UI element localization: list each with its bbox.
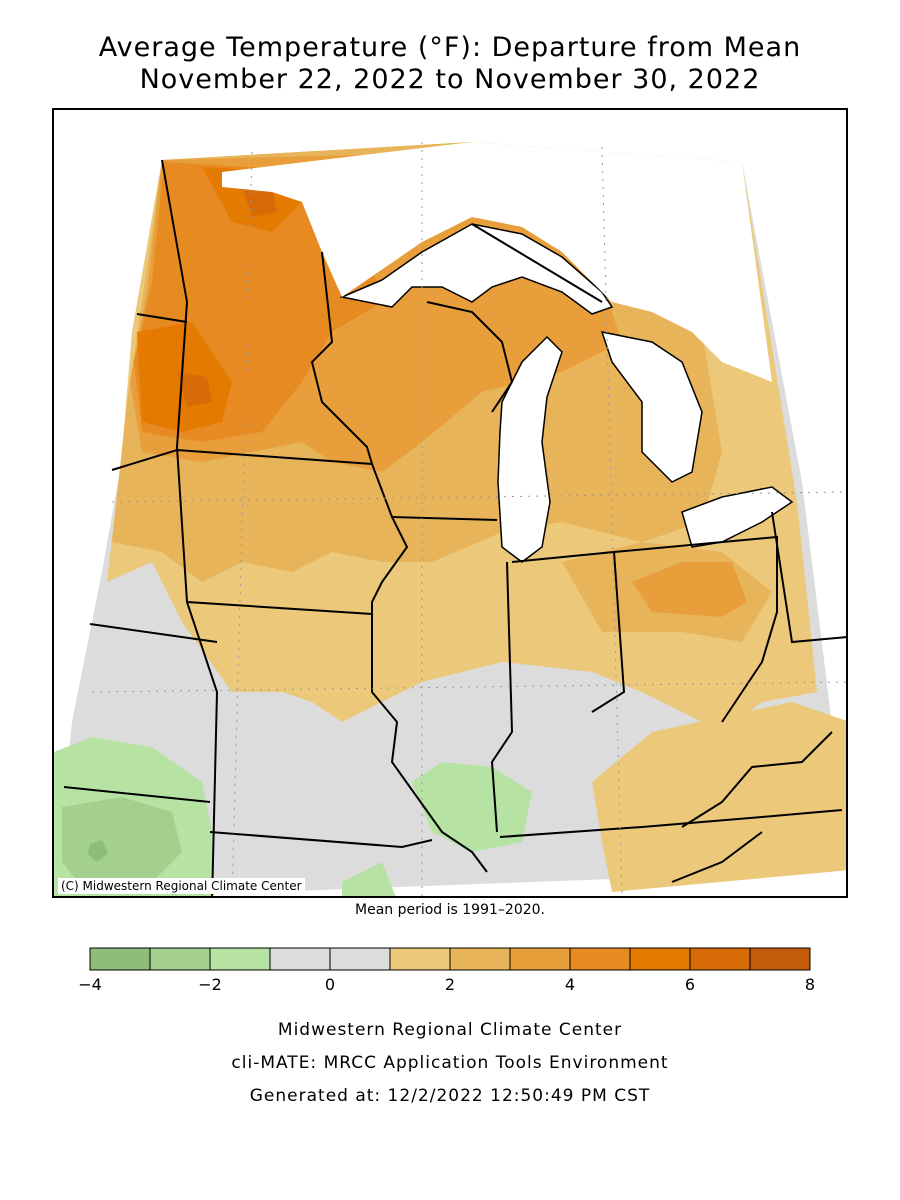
legend-box xyxy=(449,947,511,971)
color-legend: −4 −2 0 2 4 6 8 xyxy=(78,947,815,994)
mean-period-note: Mean period is 1991–2020. xyxy=(355,902,545,918)
graticule-lines xyxy=(91,142,846,896)
legend-box xyxy=(569,947,631,971)
zone-below-2-to-3 xyxy=(62,797,182,887)
legend-tick-label: 0 xyxy=(325,975,335,994)
map-frame: (C) Midwestern Regional Climate Center xyxy=(52,108,848,898)
legend-tick-label: 6 xyxy=(685,975,695,994)
legend-tick-label: 8 xyxy=(805,975,815,994)
state-borders xyxy=(63,159,846,896)
legend-box xyxy=(269,947,331,971)
footer-application: cli-MATE: MRCC Application Tools Environ… xyxy=(231,1053,669,1073)
zone-below-1-to-2-corner xyxy=(342,862,396,896)
legend-box xyxy=(389,947,451,971)
legend-tick-label: 4 xyxy=(565,975,575,994)
legend-box xyxy=(89,947,151,971)
legend-tick-label: 2 xyxy=(445,975,455,994)
zone-below-3-to-4 xyxy=(88,840,108,862)
zone-above-1-to-2-southeast xyxy=(592,702,846,892)
legend-tick-label: −4 xyxy=(78,975,102,994)
legend-box xyxy=(629,947,691,971)
legend-box xyxy=(749,947,811,971)
legend-box xyxy=(509,947,571,971)
temperature-departure-map xyxy=(54,110,846,896)
footer-organization: Midwestern Regional Climate Center xyxy=(277,1020,623,1040)
footer-generated-time: Generated at: 12/2/2022 12:50:49 PM CST xyxy=(249,1086,651,1106)
zone-below-1-to-2-south xyxy=(412,762,532,852)
map-copyright: (C) Midwestern Regional Climate Center xyxy=(58,878,305,894)
lake-superior xyxy=(339,223,614,315)
legend-box xyxy=(689,947,751,971)
map-title-line1: Average Temperature (°F): Departure from… xyxy=(98,32,802,63)
zone-above-6-to-7 xyxy=(177,372,212,407)
legend-boxes xyxy=(89,947,811,971)
legend-tick-labels: −4 −2 0 2 4 6 8 xyxy=(78,975,815,994)
legend-tick-label: −2 xyxy=(198,975,222,994)
lake-michigan xyxy=(497,335,563,563)
lake-erie xyxy=(681,486,794,548)
legend-box xyxy=(209,947,271,971)
map-title-line2: November 22, 2022 to November 30, 2022 xyxy=(139,64,761,95)
lake-huron xyxy=(600,331,703,483)
canada-no-data-area xyxy=(222,142,772,382)
legend-box xyxy=(329,947,391,971)
zone-above-3-to-4-ohio xyxy=(632,562,747,617)
legend-box xyxy=(149,947,211,971)
